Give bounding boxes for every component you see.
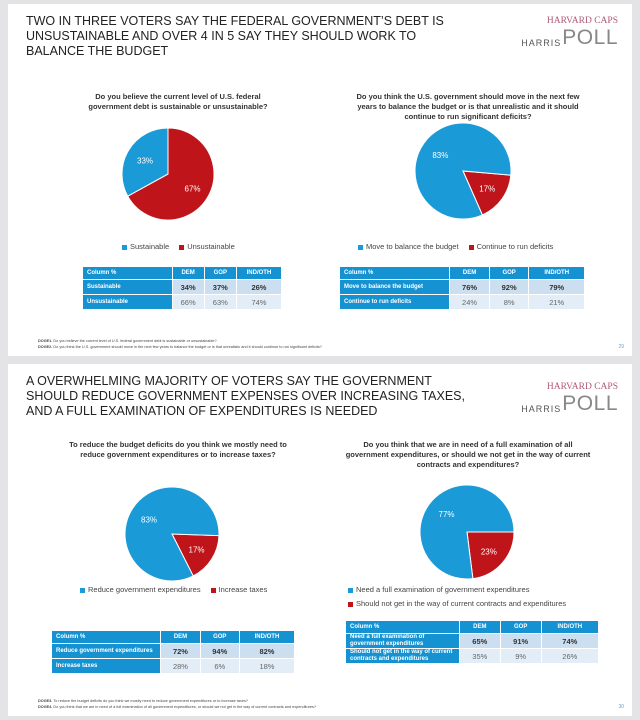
column-header: IND/OTH — [528, 266, 585, 280]
data-label: 17% — [189, 546, 205, 555]
crosstab-table: Column % DEM GOP IND/OTH Sustainable 34% 37% 26… — [82, 266, 283, 310]
column-header: Column % — [50, 630, 162, 644]
row-label: Sustainable — [82, 279, 173, 295]
row-label: Continue to run deficits — [338, 294, 451, 310]
column-header: IND/OTH — [238, 630, 296, 644]
table-row: Move to balance the budget 76% 92% 79% — [338, 279, 585, 295]
question: To reduce the budget deficits do you thi… — [69, 440, 287, 459]
cell-value: 8% — [488, 294, 530, 310]
column-header: DEM — [449, 266, 490, 280]
cell-value: 76% — [449, 279, 490, 295]
cell-value: 79% — [528, 279, 585, 295]
question: Do you think the U.S. government should … — [356, 92, 580, 121]
column-header: DEM — [171, 266, 205, 280]
row-label: Increase taxes — [50, 658, 162, 674]
slide-title: TWO IN THREE VOTERS SAY THE FEDERAL GOVE… — [26, 14, 444, 58]
pie-slice-blue — [124, 486, 220, 582]
crosstab-table: Column % DEM GOP IND/OTH Move to balance the… — [338, 266, 585, 310]
data-label: 67% — [185, 185, 201, 194]
table-row: Unsustainable 66% 63% 74% — [82, 294, 283, 310]
column-header: Column % — [345, 620, 460, 634]
row-label: Move to balance the budget — [338, 279, 451, 295]
pie-slice-blue — [419, 484, 515, 580]
column-header: GOP — [199, 630, 240, 644]
column-header: IND/OTH — [540, 620, 600, 634]
pie-slice-red — [127, 127, 215, 221]
pie-slice-red — [466, 531, 515, 580]
page-number: 30 — [618, 704, 624, 710]
cell-value: 66% — [171, 294, 205, 310]
data-label: 83% — [141, 515, 157, 524]
column-header: Column % — [82, 266, 173, 280]
question: Do you believe the current level of U.S.… — [88, 92, 268, 111]
cell-value: 35% — [458, 648, 501, 664]
cell-value: 26% — [235, 279, 283, 295]
cell-value: 18% — [238, 658, 296, 674]
pie-slice-red — [171, 533, 220, 577]
data-label: 83% — [432, 151, 448, 160]
cell-value: 6% — [199, 658, 240, 674]
footnotes: DOGE3. To reduce the budget deficits do … — [38, 699, 316, 709]
cell-value: 91% — [499, 633, 542, 649]
cell-value: 74% — [235, 294, 283, 310]
table-row: Sustainable 34% 37% 26% — [82, 279, 283, 295]
cell-value: 26% — [540, 648, 600, 664]
cell-value: 94% — [199, 643, 240, 659]
cell-value: 34% — [171, 279, 205, 295]
data-label: 23% — [481, 547, 497, 556]
cell-value: 72% — [160, 643, 201, 659]
harris-poll-logo: HARVARD CAPS HARRIS POLL — [521, 382, 618, 415]
row-label: Need a full examination of government ex… — [345, 633, 460, 649]
row-label: Should not get in the way of current con… — [345, 648, 460, 664]
legend: Reduce government expenditures Increase t… — [80, 585, 267, 594]
page-number: 29 — [618, 344, 624, 350]
column-header: GOP — [488, 266, 530, 280]
cell-value: 82% — [238, 643, 296, 659]
table-row: Should not get in the way of current con… — [345, 648, 600, 664]
legend: Need a full examination of government ex… — [348, 585, 566, 608]
pie-slice-blue — [414, 122, 512, 220]
legend: Move to balance the budget Continue to ru… — [358, 242, 553, 251]
cell-value: 9% — [499, 648, 542, 664]
legend: Sustainable Unsustainable — [122, 242, 235, 251]
table-row: Need a full examination of government ex… — [345, 633, 600, 649]
crosstab-table: Column % DEM GOP IND/OTH Need a full examina… — [345, 620, 600, 664]
cell-value: 63% — [203, 294, 237, 310]
cell-value: 21% — [528, 294, 585, 310]
table-row: Increase taxes 28% 6% 18% — [50, 658, 296, 674]
column-header: GOP — [203, 266, 237, 280]
data-label: 17% — [479, 184, 495, 193]
cell-value: 92% — [488, 279, 530, 295]
question: Do you think that we are in need of a fu… — [345, 440, 591, 469]
pie-slice-blue — [121, 127, 169, 197]
column-header: DEM — [458, 620, 501, 634]
footnotes: DOGE1. Do you believe the current level … — [38, 339, 322, 349]
data-label: 33% — [137, 156, 153, 165]
slide-30: A OVERWHELMING MAJORITY OF VOTERS SAY TH… — [8, 364, 632, 716]
slide-title: A OVERWHELMING MAJORITY OF VOTERS SAY TH… — [26, 374, 465, 418]
column-header: IND/OTH — [235, 266, 283, 280]
harris-poll-logo: HARVARD CAPS HARRIS POLL — [521, 16, 618, 49]
cell-value: 28% — [160, 658, 201, 674]
pie-chart: 17% 83% — [124, 486, 220, 582]
table-row: Reduce government expenditures 72% 94% 82% — [50, 643, 296, 659]
slide-29: TWO IN THREE VOTERS SAY THE FEDERAL GOVE… — [8, 4, 632, 356]
pie-slice-red — [462, 170, 512, 216]
data-label: 77% — [439, 510, 455, 519]
cell-value: 65% — [458, 633, 501, 649]
crosstab-table: Column % DEM GOP IND/OTH Reduce government e… — [50, 630, 296, 674]
pie-chart: 67% 33% — [121, 127, 215, 221]
column-header: Column % — [338, 266, 451, 280]
cell-value: 24% — [449, 294, 490, 310]
column-header: DEM — [160, 630, 201, 644]
table-row: Continue to run deficits 24% 8% 21% — [338, 294, 585, 310]
cell-value: 37% — [203, 279, 237, 295]
row-label: Reduce government expenditures — [50, 643, 162, 659]
pie-chart: 23% 77% — [419, 484, 515, 580]
column-header: GOP — [499, 620, 542, 634]
pie-chart: 17% 83% — [414, 122, 512, 220]
row-label: Unsustainable — [82, 294, 173, 310]
cell-value: 74% — [540, 633, 600, 649]
